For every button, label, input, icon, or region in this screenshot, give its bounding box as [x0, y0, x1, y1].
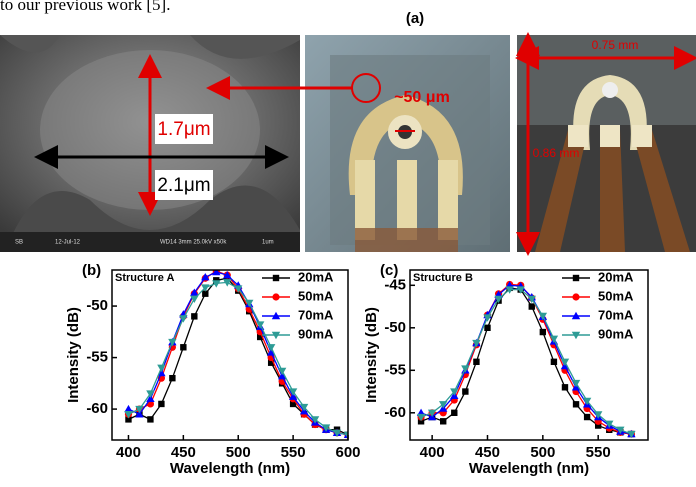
- marker: [573, 401, 579, 407]
- y-tick-label: -60: [86, 400, 108, 417]
- x-tick-label: 500: [226, 444, 251, 461]
- legend-label: 20mA: [598, 269, 634, 284]
- legend-marker: [273, 275, 279, 281]
- x-tick-label: 500: [530, 444, 555, 461]
- legend-label: 50mA: [298, 288, 334, 303]
- panel-label: (c): [380, 262, 398, 279]
- legend-label: 70mA: [298, 307, 334, 322]
- chart-title: Structure B: [413, 272, 473, 284]
- caption-fragment: to our previous work [5].: [0, 0, 170, 14]
- legend-marker: [573, 275, 579, 281]
- panel-label: (b): [82, 262, 101, 279]
- marker: [147, 416, 153, 422]
- panel-label: (a): [406, 10, 424, 27]
- marker: [540, 329, 546, 335]
- x-tick-label: 550: [281, 444, 306, 461]
- marker: [451, 410, 457, 416]
- series-line: [128, 282, 348, 434]
- marker: [180, 344, 186, 350]
- y-axis-label: Intensity (dB): [65, 307, 82, 403]
- x-axis-label: Wavelength (nm): [469, 460, 589, 477]
- height-label: 1.7μm: [157, 119, 210, 140]
- legend-label: 50mA: [598, 288, 634, 303]
- y-axis-label: Intensity (dB): [363, 307, 380, 403]
- marker: [191, 313, 197, 319]
- marker: [169, 375, 175, 381]
- y-tick-label: -60: [384, 404, 406, 421]
- sem-footer: 1um: [262, 240, 274, 246]
- sem-footer: WD14 3mm 25.0kV x50k: [160, 240, 227, 246]
- width-label: 2.1μm: [157, 175, 210, 196]
- sem-footer: 12-Jul-12: [55, 240, 81, 246]
- x-tick-label: 400: [116, 444, 141, 461]
- legend-label: 90mA: [298, 326, 334, 341]
- marker: [551, 359, 557, 365]
- legend-label: 70mA: [598, 307, 634, 322]
- x-tick-label: 550: [586, 444, 611, 461]
- y-tick-label: -50: [86, 297, 108, 314]
- legend-label: 20mA: [298, 269, 334, 284]
- x-axis-label: Wavelength (nm): [170, 460, 290, 477]
- marker: [462, 388, 468, 394]
- sem-image: SB 12-Jul-12 WD14 3mm 25.0kV x50k 1um 1.…: [0, 35, 300, 252]
- sem-footer: SB: [15, 240, 23, 246]
- x-tick-label: 400: [420, 444, 445, 461]
- legend-marker: [572, 293, 579, 300]
- x-tick-label: 450: [475, 444, 500, 461]
- y-tick-label: -55: [86, 349, 108, 366]
- x-tick-label: 450: [171, 444, 196, 461]
- marker: [473, 359, 479, 365]
- marker: [584, 414, 590, 420]
- marker: [529, 303, 535, 309]
- x-tick-label: 600: [335, 444, 360, 461]
- chip-image: 0.75 mm 0.86 mm: [517, 35, 696, 252]
- legend-marker: [272, 293, 279, 300]
- chip-height-label: 0.86 mm: [533, 146, 580, 160]
- figure: to our previous work [5]. (a) SB 12-Jul-…: [0, 0, 696, 482]
- marker: [158, 401, 164, 407]
- chart-title: Structure A: [115, 272, 175, 284]
- marker: [562, 384, 568, 390]
- marker: [440, 418, 446, 424]
- y-tick-label: -55: [384, 361, 406, 378]
- aperture-label: ~50 μm: [394, 89, 450, 106]
- chip-width-label: 0.75 mm: [592, 38, 639, 52]
- marker: [484, 325, 490, 331]
- y-tick-label: -50: [384, 319, 406, 336]
- legend-label: 90mA: [598, 326, 634, 341]
- plot-area: [417, 281, 636, 438]
